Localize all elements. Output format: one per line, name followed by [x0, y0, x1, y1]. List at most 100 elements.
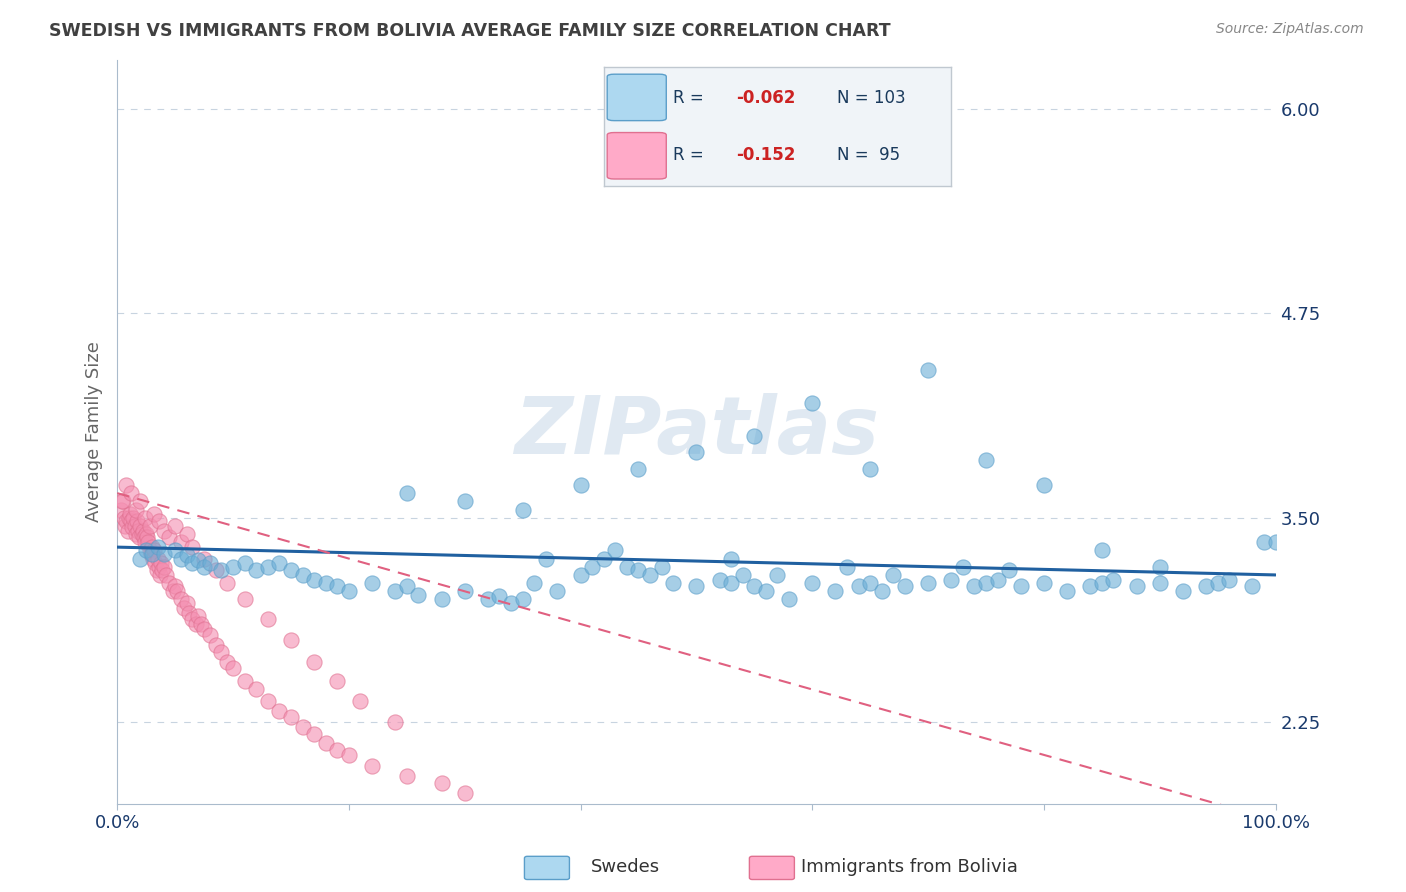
Point [120, 486, 142, 500]
Point [166, 584, 188, 599]
Point [848, 579, 870, 593]
Point [124, 519, 146, 533]
Point [499, 596, 522, 610]
Point [115, 478, 138, 492]
Point [176, 527, 198, 541]
Point [662, 576, 685, 591]
Point [534, 551, 557, 566]
Point [233, 674, 256, 689]
Point [110, 502, 132, 516]
Point [337, 584, 360, 599]
Point [128, 530, 150, 544]
Point [204, 563, 226, 577]
Point [627, 563, 650, 577]
Point [114, 519, 136, 533]
Point [170, 551, 193, 566]
Point [187, 608, 209, 623]
Point [302, 573, 325, 587]
Point [605, 543, 627, 558]
Point [778, 592, 800, 607]
Point [111, 494, 134, 508]
Point [134, 510, 156, 524]
Point [1149, 576, 1171, 591]
Point [131, 527, 153, 541]
Point [145, 557, 167, 571]
Point [395, 579, 418, 593]
Point [209, 645, 232, 659]
Point [162, 584, 184, 599]
Point [512, 502, 534, 516]
Point [184, 617, 207, 632]
Point [157, 576, 180, 591]
Point [685, 579, 707, 593]
Point [477, 592, 499, 607]
Point [326, 674, 349, 689]
Point [361, 576, 384, 591]
Point [139, 547, 162, 561]
Point [170, 535, 193, 549]
Point [651, 559, 673, 574]
Point [134, 535, 156, 549]
Point [1010, 579, 1032, 593]
Point [193, 559, 215, 574]
Point [129, 494, 152, 508]
Point [190, 617, 212, 632]
Point [143, 508, 166, 522]
Point [627, 461, 650, 475]
Point [384, 715, 406, 730]
Text: Swedes: Swedes [591, 858, 659, 876]
Text: ZIPatlas: ZIPatlas [513, 392, 879, 471]
Point [709, 573, 731, 587]
Point [150, 563, 173, 577]
Point [152, 559, 174, 574]
Point [165, 519, 187, 533]
Point [136, 530, 159, 544]
Point [280, 710, 302, 724]
Point [209, 563, 232, 577]
Point [176, 549, 198, 563]
Point [146, 540, 169, 554]
Point [1253, 535, 1275, 549]
Point [129, 551, 152, 566]
Point [177, 606, 200, 620]
Point [941, 573, 963, 587]
Text: Source: ZipAtlas.com: Source: ZipAtlas.com [1216, 22, 1364, 37]
Point [245, 682, 267, 697]
Point [766, 568, 789, 582]
Point [512, 592, 534, 607]
Point [204, 638, 226, 652]
Point [616, 559, 638, 574]
Point [430, 775, 453, 789]
Point [731, 568, 754, 582]
Point [291, 568, 314, 582]
Point [149, 568, 172, 582]
Point [546, 584, 568, 599]
Point [112, 510, 135, 524]
Point [138, 535, 160, 549]
Point [125, 527, 148, 541]
Point [1241, 579, 1264, 593]
Point [384, 584, 406, 599]
Point [581, 559, 603, 574]
Point [987, 573, 1010, 587]
Point [143, 543, 166, 558]
Point [122, 510, 145, 524]
Point [148, 514, 170, 528]
Point [454, 785, 477, 799]
Point [125, 502, 148, 516]
Point [801, 396, 824, 410]
Point [1078, 579, 1101, 593]
Point [198, 557, 221, 571]
Point [146, 551, 169, 566]
Point [1032, 576, 1054, 591]
Point [280, 633, 302, 648]
Point [152, 547, 174, 561]
Point [974, 576, 997, 591]
Point [315, 576, 337, 591]
Point [395, 769, 418, 783]
Point [1149, 559, 1171, 574]
Point [592, 551, 614, 566]
Point [256, 559, 278, 574]
Point [111, 494, 134, 508]
Point [138, 543, 160, 558]
